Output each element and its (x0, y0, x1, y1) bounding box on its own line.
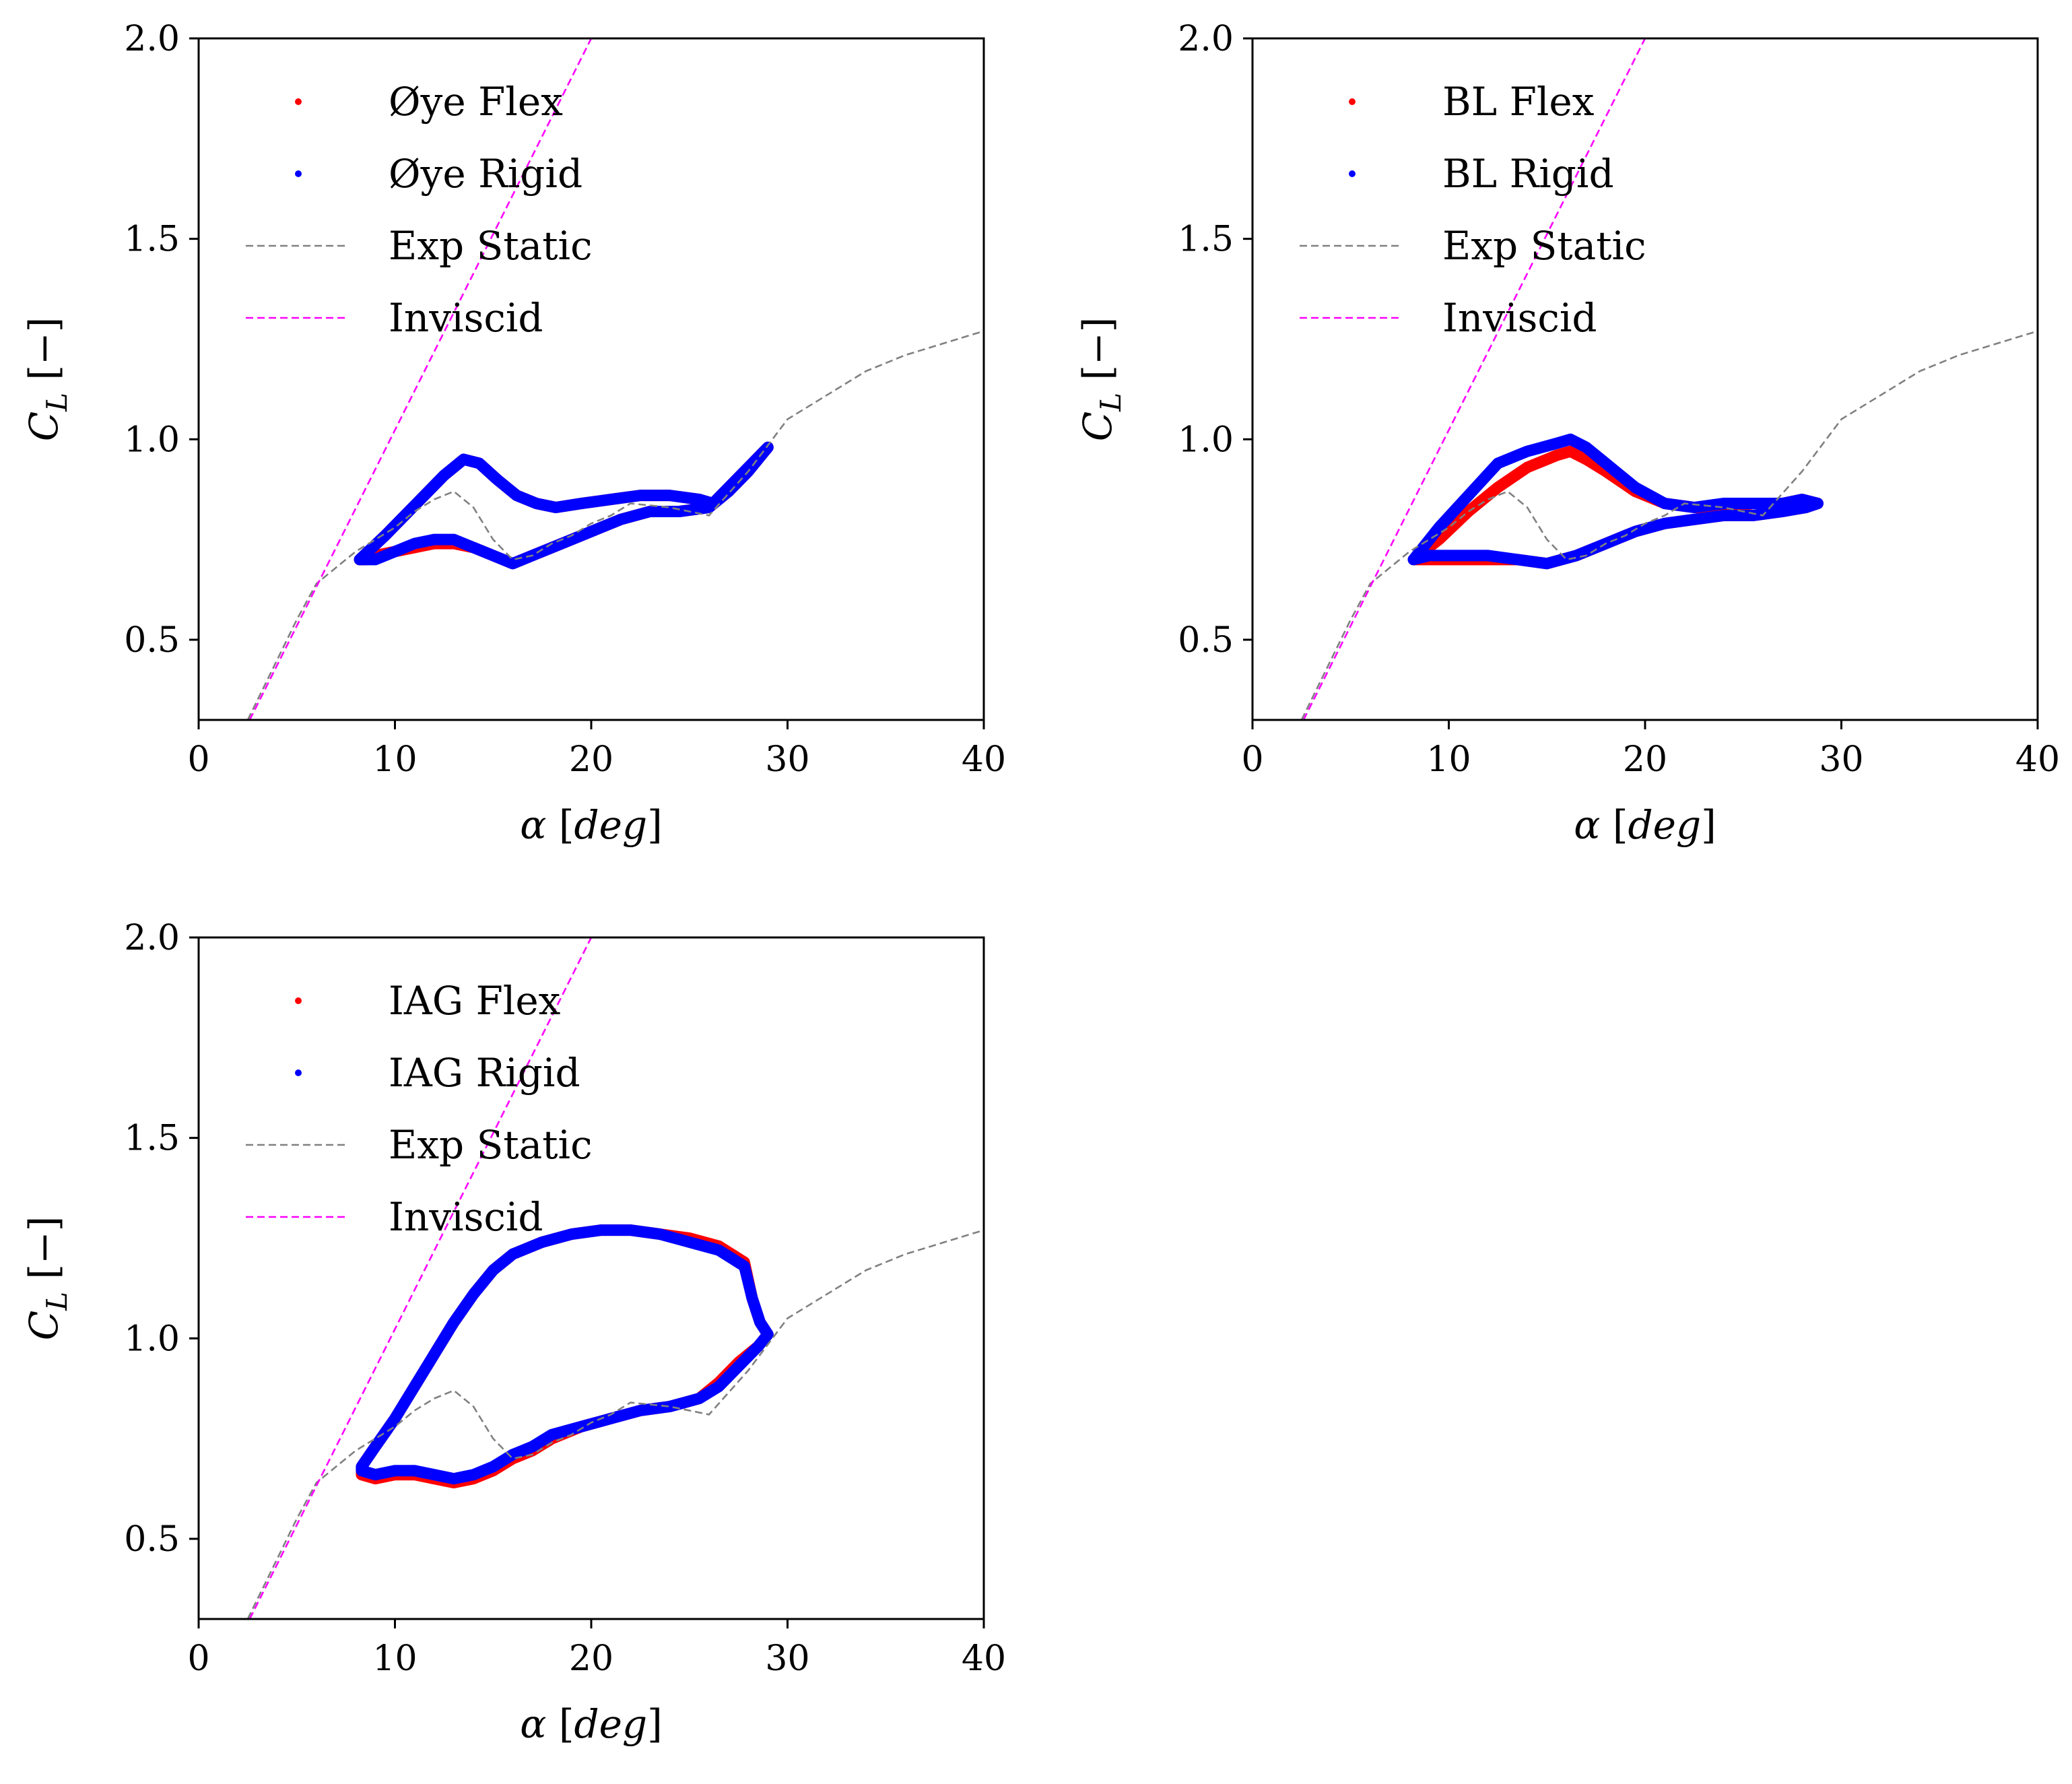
legend-label: Exp Static (1442, 223, 1646, 269)
legend-label: Exp Static (389, 223, 593, 269)
x-tick-label: 20 (569, 739, 613, 780)
x-tick-label: 0 (187, 1639, 209, 1679)
axes-frame (197, 936, 985, 1620)
legend-label: Exp Static (389, 1122, 593, 1168)
axes-frame (197, 37, 985, 721)
legend-label: BL Rigid (1442, 151, 1614, 197)
plot-area (1300, 38, 2038, 720)
x-tick-label: 20 (569, 1639, 613, 1679)
series-inviscid (248, 937, 593, 1619)
axes-frame (1251, 37, 2039, 721)
legend: Øye Flex Øye Rigid Exp Static Inviscid (246, 79, 593, 341)
y-tick-label: 0.5 (1178, 620, 1234, 661)
x-tick-label: 10 (1426, 739, 1471, 780)
series-exp-static (246, 1229, 984, 1619)
x-tick-label: 30 (765, 739, 809, 780)
y-tick-label: 2.0 (124, 19, 180, 59)
x-tick-label: 10 (372, 1639, 417, 1679)
y-tick-label: 2.0 (124, 918, 180, 958)
legend: IAG Flex IAG Rigid Exp Static Inviscid (246, 978, 593, 1240)
x-tick-label: 40 (2015, 739, 2060, 780)
legend-label: IAG Flex (389, 978, 560, 1024)
legend-swatch (1349, 170, 1356, 177)
legend-label: Øye Flex (389, 79, 563, 125)
x-tick-label: 40 (962, 739, 1006, 780)
series-exp-static (246, 330, 984, 720)
series-iag-rigid (356, 1224, 774, 1485)
y-tick-label: 2.0 (1178, 19, 1234, 59)
legend-label: Inviscid (389, 295, 543, 341)
series-exp-static (1300, 330, 2038, 720)
y-tick-label: 1.0 (124, 420, 180, 460)
x-axis-label: α [deg] (1574, 802, 1716, 848)
legend-label: Inviscid (1442, 295, 1597, 341)
y-axis-label: CL [−] (1075, 317, 1127, 442)
series-inviscid (1302, 38, 1646, 720)
x-tick-label: 30 (765, 1639, 809, 1679)
legend-swatch (295, 997, 302, 1004)
y-tick-label: 1.0 (1178, 420, 1234, 460)
legend-swatch (295, 170, 302, 177)
x-axis-label: α [deg] (520, 1701, 662, 1747)
y-tick-label: 1.5 (1178, 220, 1234, 260)
y-tick-label: 1.0 (124, 1319, 180, 1359)
y-tick-label: 0.5 (124, 1519, 180, 1560)
legend-label: BL Flex (1442, 79, 1594, 125)
x-axis-label: α [deg] (520, 802, 662, 848)
legend-swatch (295, 98, 302, 105)
legend: BL Flex BL Rigid Exp Static Inviscid (1300, 79, 1646, 341)
y-axis-label: CL [−] (21, 317, 73, 442)
legend-label: Øye Rigid (389, 151, 582, 197)
legend-swatch (1349, 98, 1356, 105)
chart-panel-iag: 0 10 20 30 40 0.5 1.0 1.5 2.0 α [deg] CL [−] IAG Fl… (21, 918, 1006, 1747)
plot-area (246, 937, 984, 1619)
series-inviscid (248, 38, 593, 720)
chart-panel-oye: 0 10 20 30 40 0.5 1.0 1.5 2.0 α [deg] CL [−] Øye Fl… (21, 19, 1006, 848)
chart-panel-bl: 0 10 20 30 40 0.5 1.0 1.5 2.0 α [deg] CL [−] BL Fle… (1075, 19, 2060, 848)
y-tick-label: 1.5 (124, 220, 180, 260)
x-tick-label: 30 (1819, 739, 1863, 780)
series--ye-rigid (354, 441, 774, 570)
y-axis-label: CL [−] (21, 1216, 73, 1341)
x-tick-label: 20 (1623, 739, 1667, 780)
y-tick-label: 1.5 (124, 1119, 180, 1159)
legend-swatch (295, 1069, 302, 1076)
plot-area (246, 38, 984, 720)
legend-label: IAG Rigid (389, 1050, 580, 1096)
x-tick-label: 0 (1241, 739, 1263, 780)
x-tick-label: 0 (187, 739, 209, 780)
x-tick-label: 10 (372, 739, 417, 780)
series-iag-flex (356, 1224, 774, 1489)
x-tick-label: 40 (962, 1639, 1006, 1679)
y-tick-label: 0.5 (124, 620, 180, 661)
legend-label: Inviscid (389, 1194, 543, 1240)
series-bl-rigid (1407, 433, 1824, 570)
